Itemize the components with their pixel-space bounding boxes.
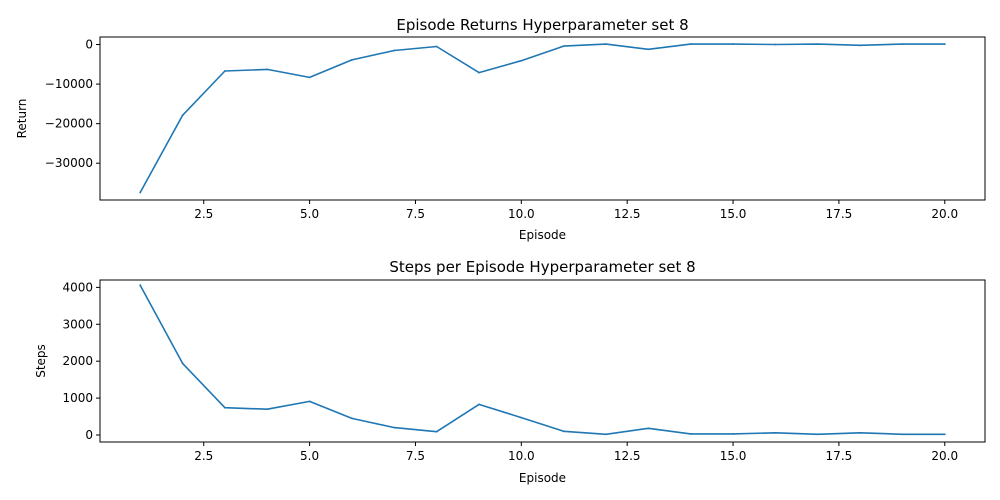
steps-data-point xyxy=(732,432,734,435)
steps-data-point xyxy=(647,427,650,430)
steps-data-point xyxy=(562,430,565,433)
steps-data-point xyxy=(266,408,269,411)
steps-y-tick-label: 2000 xyxy=(62,354,93,368)
returns-data-point xyxy=(605,43,607,46)
returns-y-axis-label: Return xyxy=(15,99,29,139)
steps-y-tick-label: 4000 xyxy=(62,280,93,294)
steps-data-point xyxy=(816,433,819,436)
steps-y-axis-label: Steps xyxy=(34,344,48,378)
returns-data-point xyxy=(351,59,353,61)
steps-y-tick-label: 0 xyxy=(85,428,93,442)
steps-x-tick-label: 2.5 xyxy=(194,449,213,463)
steps-series-line xyxy=(139,284,946,436)
returns-data-point xyxy=(689,43,692,46)
steps-data-point xyxy=(351,417,353,420)
returns-data-point xyxy=(520,59,523,62)
steps-data-point xyxy=(859,431,861,434)
steps-chart-title: Steps per Episode Hyperparameter set 8 xyxy=(389,258,695,276)
steps-data-point xyxy=(224,406,226,409)
returns-series-line xyxy=(139,43,946,194)
returns-x-tick-label: 10.0 xyxy=(508,207,535,221)
steps-data-point xyxy=(520,416,523,419)
returns-data-point xyxy=(224,70,226,72)
steps-data-point xyxy=(901,433,904,436)
steps-data-point xyxy=(689,432,692,435)
steps-x-tick-label: 7.5 xyxy=(406,449,425,463)
returns-y-tick-label: −30000 xyxy=(45,156,93,170)
steps-data-point xyxy=(181,362,184,365)
returns-chart-title: Episode Returns Hyperparameter set 8 xyxy=(396,16,688,34)
steps-x-tick-label: 17.5 xyxy=(826,449,853,463)
returns-x-tick-label: 7.5 xyxy=(406,207,425,221)
steps-data-point xyxy=(774,431,777,434)
returns-data-point xyxy=(647,48,650,51)
steps-data-point xyxy=(605,433,607,436)
returns-data-point xyxy=(774,43,777,46)
steps-x-tick-label: 12.5 xyxy=(614,449,641,463)
returns-data-point xyxy=(562,45,565,47)
returns-data-point xyxy=(393,49,396,52)
returns-data-point xyxy=(266,68,269,71)
returns-x-axis-label: Episode xyxy=(519,228,566,242)
steps-data-point xyxy=(943,433,946,436)
returns-subplot: Episode Returns Hyperparameter set 8 2.5… xyxy=(15,16,986,242)
returns-y-tick-label: 0 xyxy=(85,38,93,52)
returns-x-tick-label: 20.0 xyxy=(931,207,958,221)
steps-data-point xyxy=(478,403,480,406)
steps-x-tick-label: 10.0 xyxy=(508,449,535,463)
steps-data-point xyxy=(139,284,142,287)
returns-x-tick-label: 12.5 xyxy=(614,207,641,221)
returns-data-point xyxy=(181,114,184,117)
returns-data-point xyxy=(308,76,311,79)
steps-x-tick-label: 5.0 xyxy=(300,449,319,463)
returns-data-point xyxy=(943,43,946,46)
returns-y-tick-label: −20000 xyxy=(45,117,93,131)
steps-data-point xyxy=(435,430,438,433)
steps-y-tick-label: 3000 xyxy=(62,317,93,331)
steps-x-tick-label: 20.0 xyxy=(931,449,958,463)
returns-data-point xyxy=(435,45,438,48)
steps-data-point xyxy=(308,400,311,403)
steps-data-point xyxy=(393,426,396,429)
returns-data-point xyxy=(478,71,480,74)
steps-plot-frame xyxy=(99,279,986,443)
returns-x-tick-label: 5.0 xyxy=(300,207,319,221)
steps-subplot: Steps per Episode Hyperparameter set 8 2… xyxy=(34,258,986,485)
steps-x-tick-label: 15.0 xyxy=(720,449,747,463)
returns-points xyxy=(139,43,946,194)
returns-data-point xyxy=(732,43,734,46)
steps-points xyxy=(139,284,946,436)
steps-x-axis-label: Episode xyxy=(519,471,566,485)
returns-x-tick-label: 2.5 xyxy=(194,207,213,221)
returns-ticks: 2.5 5.0 7.5 10.0 12.5 15.0 17.5 20.0 0 −10000 −200… xyxy=(45,38,958,221)
steps-ticks: 2.5 5.0 7.5 10.0 12.5 15.0 17.5 20.0 0 1000 2000 30… xyxy=(62,280,958,463)
returns-data-point xyxy=(901,43,904,46)
returns-x-tick-label: 17.5 xyxy=(826,207,853,221)
returns-data-point xyxy=(859,44,861,47)
returns-data-point xyxy=(139,191,142,194)
steps-y-tick-label: 1000 xyxy=(62,391,93,405)
returns-data-point xyxy=(816,43,819,46)
returns-y-tick-label: −10000 xyxy=(45,77,93,91)
returns-x-tick-label: 15.0 xyxy=(720,207,747,221)
returns-plot-frame xyxy=(99,36,986,201)
